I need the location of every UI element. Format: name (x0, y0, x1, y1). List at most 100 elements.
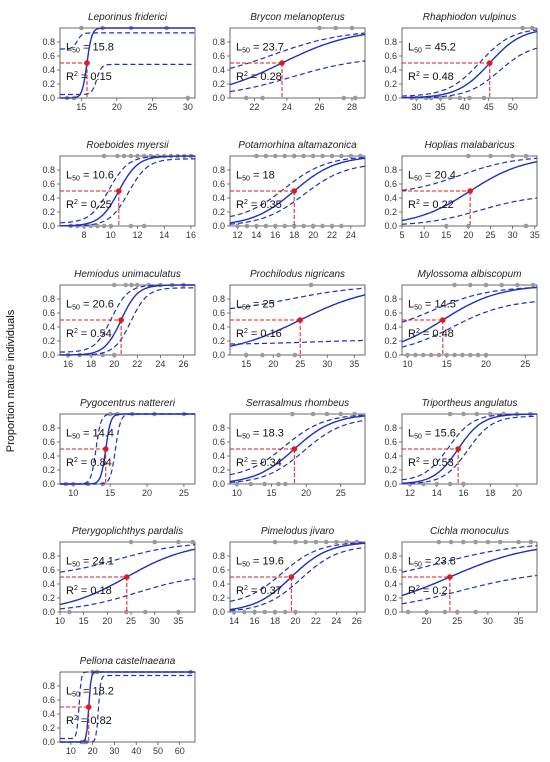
chart-title: Prochilodus nigricans (250, 269, 345, 280)
y-tick-label: 0.4 (212, 193, 225, 203)
y-tick-label: 0.2 (42, 593, 55, 603)
x-tick-label: 30 (109, 746, 119, 756)
l50-point (118, 317, 124, 323)
observation-point (320, 223, 325, 229)
observation-point (301, 223, 306, 229)
l50-point (297, 317, 303, 323)
y-tick-label: 0.4 (42, 451, 55, 461)
y-tick-label: 0.8 (384, 294, 397, 304)
observation-point (276, 481, 281, 487)
y-tick-label: 0.4 (384, 579, 397, 589)
ci-upper-curve (60, 671, 195, 740)
y-tick-label: 0.4 (42, 709, 55, 719)
r2-annotation: R2 = 0.25 (66, 199, 112, 211)
observation-point (263, 153, 269, 159)
y-tick-label: 0.8 (42, 551, 55, 561)
ci-upper-curve (229, 542, 366, 602)
l50-annotation: L50 = 15.6 (408, 427, 456, 440)
r2-annotation: R2 = 0.48 (408, 71, 454, 83)
y-tick-label: 0.4 (384, 451, 397, 461)
observation-point (282, 223, 288, 229)
x-tick-label: 20 (301, 488, 311, 498)
l50-annotation: L50 = 14.5 (408, 298, 456, 311)
l50-point (288, 574, 295, 580)
r2-annotation: R2 = 0.37 (236, 585, 282, 597)
x-tick-label: 24 (282, 102, 292, 112)
y-tick-label: 0.6 (42, 308, 55, 318)
observation-point (260, 352, 265, 358)
chart-title: Triportheus angulatus (422, 398, 518, 409)
observation-point (79, 25, 84, 31)
observation-point (487, 411, 493, 417)
observation-point (454, 609, 460, 615)
y-tick-label: 0.0 (212, 479, 225, 489)
chart-panel: Pterygoplichthys pardalis 10 15 20 25 30 35 0.0… (42, 526, 196, 626)
observation-point (466, 153, 471, 159)
observation-point (108, 223, 114, 229)
observation-point (234, 481, 240, 487)
x-tick-label: 30 (183, 102, 193, 112)
y-tick-label: 0.8 (42, 37, 55, 47)
chart-title: Mylossoma albiscopum (418, 269, 522, 280)
l50-point (447, 574, 453, 580)
y-tick-label: 0.4 (42, 193, 55, 203)
observation-point (324, 411, 330, 417)
x-tick-label: 20 (290, 616, 300, 626)
observation-point (185, 95, 191, 101)
observation-point (436, 539, 442, 545)
observation-point (310, 153, 316, 159)
ci-lower-curve (229, 419, 366, 484)
y-tick-label: 0.0 (212, 350, 225, 360)
observation-point (293, 539, 298, 545)
y-tick-label: 0.8 (384, 37, 397, 47)
observation-point (352, 95, 358, 101)
ci-lower-curve (229, 165, 366, 225)
observation-point (444, 352, 450, 358)
observation-point (443, 223, 449, 229)
x-tick-label: 14 (432, 488, 442, 498)
x-tick-label: 20 (481, 359, 491, 369)
chart-panel: Pygocentrus nattereri 10 15 20 25 0.0 0.2 0.4 0.… (42, 398, 196, 498)
observation-point (515, 282, 520, 288)
observation-point (111, 352, 117, 358)
observation-point (101, 153, 107, 159)
x-tick-label: 15 (76, 102, 86, 112)
l50-point (291, 446, 298, 452)
l50-annotation: L50 = 18.2 (66, 685, 114, 698)
y-tick-label: 0.4 (42, 322, 55, 332)
observation-point (405, 352, 410, 358)
chart-panel: Potamorhina altamazonica 12 14 16 18 20 22 24 0.… (212, 140, 366, 240)
chart-panel: Pellona castelnaeana 10 20 30 40 50 60 0.0 0.2 0.… (42, 656, 196, 756)
y-tick-label: 0.0 (42, 479, 55, 489)
chart-title: Cichla monoculus (430, 526, 509, 537)
x-tick-label: 10 (106, 230, 116, 240)
chart-title: Pimelodus jivaro (261, 526, 335, 537)
observation-point (303, 539, 308, 545)
y-tick-label: 0.0 (42, 221, 55, 231)
observation-point (176, 539, 181, 545)
chart-title: Pygocentrus nattereri (80, 398, 176, 409)
y-tick-label: 0.8 (42, 294, 55, 304)
x-tick-label: 25 (295, 359, 305, 369)
r2-annotation: R2 = 0.2 (408, 585, 448, 597)
observation-point (262, 609, 268, 615)
x-tick-label: 35 (173, 616, 183, 626)
observation-point (152, 539, 158, 545)
observation-point (107, 411, 113, 417)
y-tick-label: 0.2 (42, 723, 55, 733)
x-tick-label: 12 (405, 488, 415, 498)
y-tick-label: 0.8 (42, 423, 55, 433)
y-tick-label: 0.8 (212, 423, 225, 433)
y-tick-label: 0.0 (42, 607, 55, 617)
observation-point (128, 539, 134, 545)
x-tick-label: 18 (485, 488, 495, 498)
y-tick-label: 0.4 (212, 579, 225, 589)
chart-title: Potamorhina altamazonica (238, 140, 357, 151)
chart-title: Serrasalmus rhombeus (246, 398, 349, 409)
x-tick-label: 30 (508, 230, 518, 240)
ci-upper-curve (59, 155, 195, 224)
observation-point (282, 609, 288, 615)
l50-annotation: L50 = 18 (236, 169, 275, 182)
y-tick-label: 0.6 (42, 51, 55, 61)
observation-point (424, 609, 429, 615)
